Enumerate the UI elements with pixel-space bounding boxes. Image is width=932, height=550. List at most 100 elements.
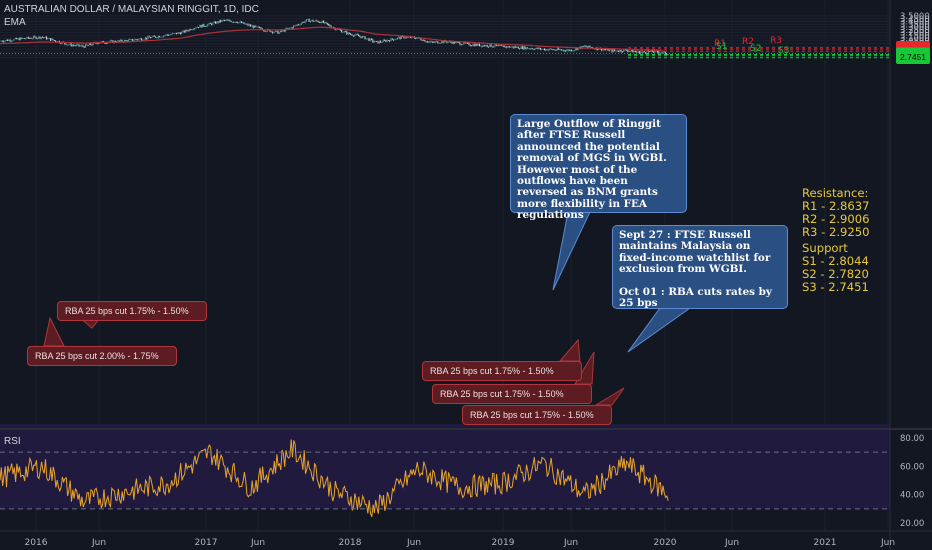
candle-body [30,38,32,39]
candle-body [69,43,71,45]
candle-body [404,37,406,39]
candle-body [520,46,522,49]
ema-indicator-label[interactable]: EMA [4,17,26,28]
candle-body [536,47,538,49]
candle-body [540,47,541,50]
candle-body [389,40,391,42]
candle-body [657,50,658,52]
candle-body [558,48,560,50]
candle-body [260,27,262,29]
candle-body [447,41,449,43]
candle-body [642,51,644,53]
candle-body [181,32,183,35]
candle-body [585,45,587,47]
candle-body [33,36,34,39]
candle-body [294,25,296,27]
candle-body [218,20,220,23]
candle-body [645,52,647,54]
candle-body [551,49,553,50]
candle-body [615,50,617,52]
candle-body [244,23,246,25]
rsi-indicator-label[interactable]: RSI [4,436,21,447]
candle-body [83,46,85,48]
candle-body [208,23,210,25]
candle-body [211,23,213,25]
candle-body [239,21,241,23]
candle-body [198,26,200,28]
candle-body [247,23,249,26]
candle-body [549,48,551,50]
candle-body [146,37,148,39]
candle-body [517,46,519,49]
candle-body [468,42,470,46]
candle-body [555,49,557,51]
candle-body [325,22,327,23]
time-tick-label: Jun [91,538,106,548]
candle-body [293,25,294,29]
candle-body [92,42,94,45]
candle-body [203,24,205,27]
candle-body [416,38,418,39]
candle-body [581,45,583,49]
candle-body [637,51,639,53]
candle-body [586,46,588,48]
candle-body [495,44,497,46]
candle-body [605,49,606,51]
candle-body [363,36,365,38]
rba-note-3: RBA 25 bps cut 1.75% - 1.50% [422,361,582,381]
candle-body [628,51,630,52]
candle-body [49,38,51,41]
candle-body [666,53,668,55]
candle-body [330,26,332,28]
candle-body [133,40,135,41]
candle-body [221,20,223,22]
candle-body [601,48,603,51]
time-tick-label: Jun [880,538,895,548]
candle-body [272,31,274,33]
candle-body [60,43,62,44]
candle-body [610,49,612,51]
candle-body [527,47,528,49]
candle-body [192,29,194,31]
candle-body [151,36,153,38]
candle-body [296,24,298,26]
candle-body [91,44,93,46]
candle-body [209,23,211,24]
candle-body [562,49,564,51]
level-lines [0,47,890,59]
candle-body [117,40,119,43]
candle-body [160,36,162,38]
candle-body [111,40,112,42]
candle-body [185,29,187,33]
candle-body [159,36,161,38]
candle-body [646,53,648,55]
candle-body [541,49,543,50]
candle-body [514,46,515,48]
candle-body [464,42,466,44]
candle-body [299,24,301,26]
candle-body [428,41,430,43]
candle-body [147,36,149,39]
candle-body [73,45,75,46]
candle-body [316,20,318,22]
candle-body [625,49,627,51]
resistance-r1: R1 - 2.8637 [802,199,870,213]
candle-body [194,28,196,30]
candle-body [137,39,138,41]
candle-body [475,44,476,47]
candle-body [257,26,259,28]
symbol-title: AUSTRALIAN DOLLAR / MALAYSIAN RINGGIT, 1… [4,4,259,15]
candle-body [443,40,445,43]
candle-body [64,42,66,44]
candle-body [512,46,514,48]
candle-body [367,38,369,40]
candle-body [164,35,166,37]
candle-body [287,27,289,29]
candle-body [485,45,487,47]
candle-body [87,45,89,46]
candle-body [302,21,304,24]
candle-body [44,36,46,38]
candle-body [68,44,70,46]
candle-body [465,42,467,44]
